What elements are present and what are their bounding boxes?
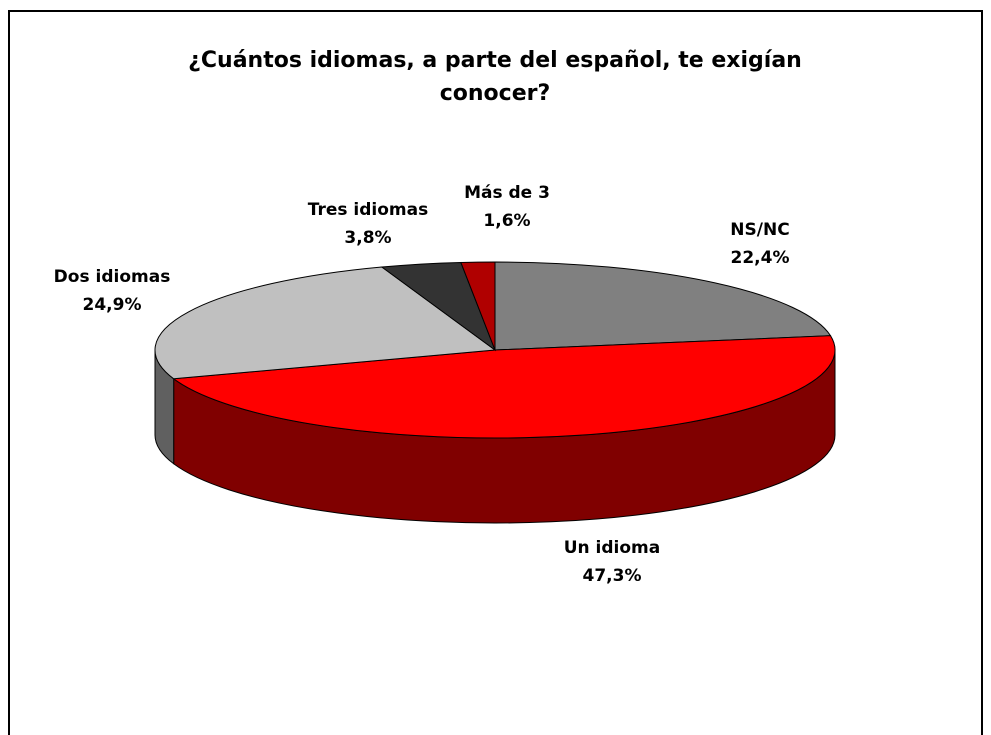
- slice-category-label: Dos idiomas: [54, 267, 171, 287]
- slice-category-label: Tres idiomas: [308, 200, 429, 220]
- chart-frame: [8, 10, 983, 735]
- slice-value-label: 24,9%: [83, 295, 142, 315]
- pie-slice: [460, 261, 496, 351]
- pie-slice: [154, 266, 497, 380]
- slice-value-label: 1,6%: [483, 211, 530, 231]
- pie-slice: [494, 261, 832, 351]
- pie-labels: NS/NC 22,4% Un idioma 47,3% Dos idiomas 24,9%…: [54, 183, 790, 586]
- slice-category-label: NS/NC: [730, 220, 789, 240]
- pie-tops: [154, 261, 836, 439]
- slice-category-label: Más de 3: [464, 183, 550, 203]
- slice-value-label: 22,4%: [731, 248, 790, 268]
- slice-value-label: 47,3%: [583, 566, 642, 586]
- slice-value-label: 3,8%: [344, 228, 391, 248]
- pie-sides: [154, 349, 836, 524]
- chart-title: ¿Cuántos idiomas, a parte del español, t…: [188, 48, 802, 106]
- pie-slice: [172, 335, 836, 439]
- slice-category-label: Un idioma: [564, 538, 661, 558]
